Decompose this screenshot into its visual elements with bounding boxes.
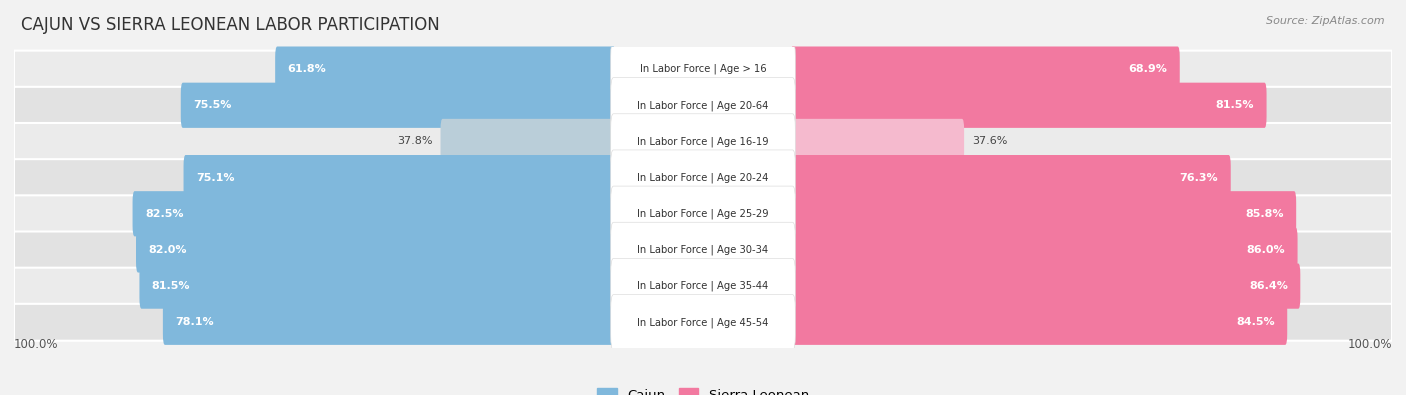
FancyBboxPatch shape <box>184 155 616 200</box>
Text: 100.0%: 100.0% <box>14 338 59 351</box>
Text: 61.8%: 61.8% <box>288 64 326 74</box>
FancyBboxPatch shape <box>136 228 616 273</box>
FancyBboxPatch shape <box>790 155 1230 200</box>
Text: 86.4%: 86.4% <box>1249 281 1288 291</box>
Text: Source: ZipAtlas.com: Source: ZipAtlas.com <box>1267 16 1385 26</box>
FancyBboxPatch shape <box>163 300 616 345</box>
FancyBboxPatch shape <box>132 191 616 236</box>
Text: 76.3%: 76.3% <box>1180 173 1219 182</box>
FancyBboxPatch shape <box>610 258 796 314</box>
FancyBboxPatch shape <box>440 119 616 164</box>
FancyBboxPatch shape <box>14 196 1392 232</box>
Text: 85.8%: 85.8% <box>1246 209 1284 219</box>
Text: In Labor Force | Age 35-44: In Labor Force | Age 35-44 <box>637 281 769 292</box>
FancyBboxPatch shape <box>790 191 1296 236</box>
FancyBboxPatch shape <box>139 263 616 309</box>
FancyBboxPatch shape <box>14 87 1392 124</box>
FancyBboxPatch shape <box>276 47 616 92</box>
FancyBboxPatch shape <box>610 77 796 133</box>
Text: In Labor Force | Age 16-19: In Labor Force | Age 16-19 <box>637 136 769 147</box>
FancyBboxPatch shape <box>14 51 1392 88</box>
Text: 78.1%: 78.1% <box>176 317 214 327</box>
Text: 82.5%: 82.5% <box>145 209 183 219</box>
FancyBboxPatch shape <box>14 268 1392 305</box>
Text: 68.9%: 68.9% <box>1129 64 1167 74</box>
FancyBboxPatch shape <box>610 295 796 350</box>
FancyBboxPatch shape <box>181 83 616 128</box>
Legend: Cajun, Sierra Leonean: Cajun, Sierra Leonean <box>592 383 814 395</box>
Text: In Labor Force | Age > 16: In Labor Force | Age > 16 <box>640 64 766 74</box>
Text: 37.6%: 37.6% <box>973 136 1008 147</box>
FancyBboxPatch shape <box>14 159 1392 196</box>
Text: 75.1%: 75.1% <box>195 173 235 182</box>
Text: 75.5%: 75.5% <box>193 100 232 110</box>
FancyBboxPatch shape <box>610 222 796 278</box>
FancyBboxPatch shape <box>14 123 1392 160</box>
FancyBboxPatch shape <box>610 114 796 169</box>
FancyBboxPatch shape <box>790 228 1298 273</box>
FancyBboxPatch shape <box>790 83 1267 128</box>
Text: 81.5%: 81.5% <box>1216 100 1254 110</box>
FancyBboxPatch shape <box>790 119 965 164</box>
Text: 37.8%: 37.8% <box>396 136 432 147</box>
FancyBboxPatch shape <box>14 231 1392 268</box>
Text: In Labor Force | Age 25-29: In Labor Force | Age 25-29 <box>637 209 769 219</box>
FancyBboxPatch shape <box>790 263 1301 309</box>
FancyBboxPatch shape <box>610 186 796 241</box>
Text: In Labor Force | Age 30-34: In Labor Force | Age 30-34 <box>637 245 769 255</box>
FancyBboxPatch shape <box>790 47 1180 92</box>
Text: In Labor Force | Age 20-24: In Labor Force | Age 20-24 <box>637 172 769 183</box>
Text: 86.0%: 86.0% <box>1247 245 1285 255</box>
Text: CAJUN VS SIERRA LEONEAN LABOR PARTICIPATION: CAJUN VS SIERRA LEONEAN LABOR PARTICIPAT… <box>21 16 440 34</box>
FancyBboxPatch shape <box>610 150 796 205</box>
Text: 82.0%: 82.0% <box>149 245 187 255</box>
Text: 84.5%: 84.5% <box>1236 317 1275 327</box>
Text: 81.5%: 81.5% <box>152 281 190 291</box>
FancyBboxPatch shape <box>14 304 1392 341</box>
Text: In Labor Force | Age 20-64: In Labor Force | Age 20-64 <box>637 100 769 111</box>
Text: In Labor Force | Age 45-54: In Labor Force | Age 45-54 <box>637 317 769 327</box>
FancyBboxPatch shape <box>610 41 796 97</box>
FancyBboxPatch shape <box>790 300 1288 345</box>
Text: 100.0%: 100.0% <box>1347 338 1392 351</box>
